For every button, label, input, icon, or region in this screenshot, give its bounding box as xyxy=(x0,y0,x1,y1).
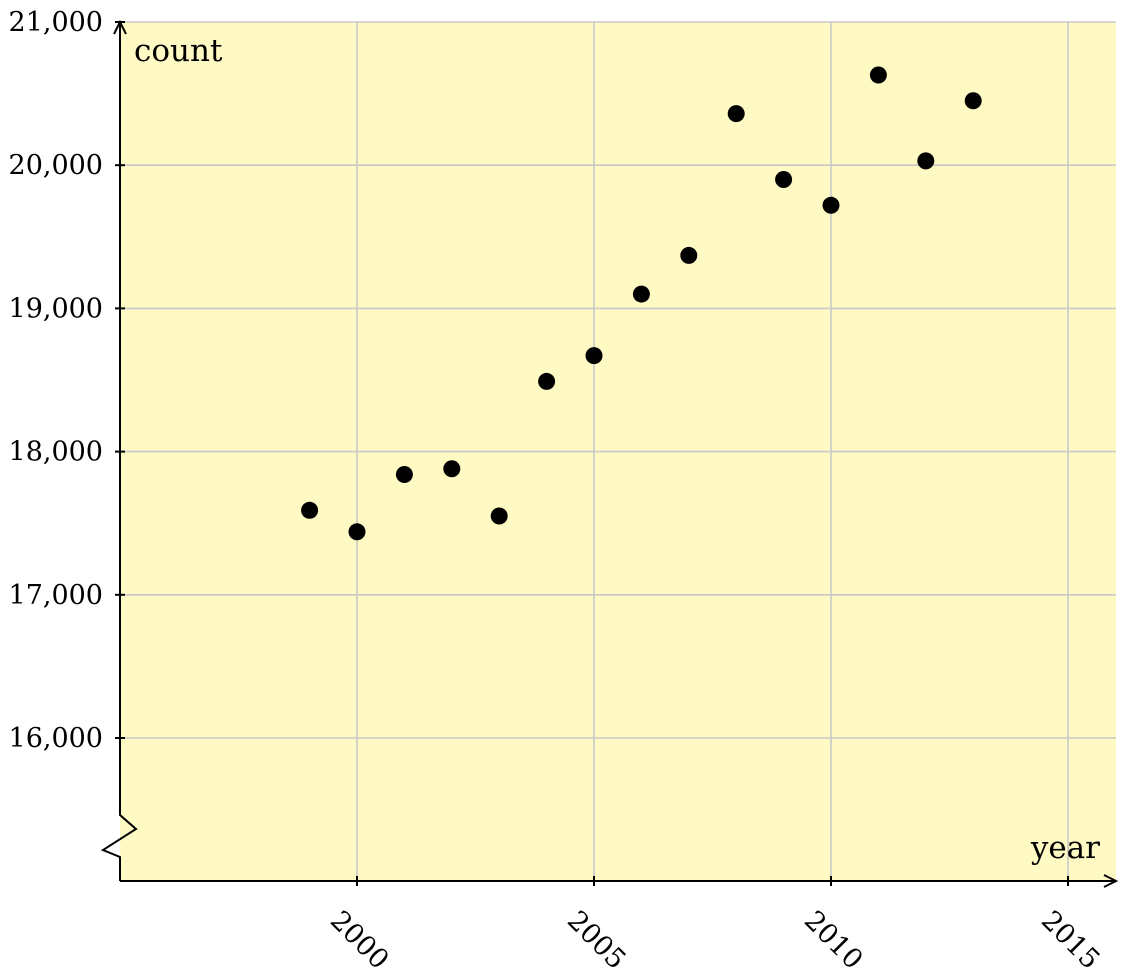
data-point xyxy=(775,171,793,189)
x-tick-label: 2010 xyxy=(798,905,869,976)
data-point xyxy=(348,523,366,541)
y-tick-label: 17,000 xyxy=(9,580,103,611)
x-tick-label: 2005 xyxy=(561,905,632,976)
y-tick-label: 16,000 xyxy=(9,723,103,754)
data-point xyxy=(917,152,935,170)
data-point xyxy=(632,285,650,303)
y-tick-label: 21,000 xyxy=(9,7,103,38)
data-point xyxy=(869,66,887,84)
data-point xyxy=(538,372,556,390)
x-tick-label: 2000 xyxy=(324,905,395,976)
data-points xyxy=(301,66,982,541)
grid xyxy=(120,21,1116,881)
x-tick-label: 2015 xyxy=(1035,905,1106,976)
data-point xyxy=(964,92,982,110)
x-axis-arrow xyxy=(1103,874,1119,888)
data-point xyxy=(443,460,461,478)
axes xyxy=(100,19,1119,888)
y-tick-label: 19,000 xyxy=(9,293,103,324)
y-axis-title: count xyxy=(134,33,223,69)
y-axis-line xyxy=(100,24,138,881)
data-point xyxy=(490,507,508,525)
data-point xyxy=(822,196,840,214)
data-point xyxy=(585,347,603,365)
y-tick-label: 20,000 xyxy=(9,150,103,181)
y-tick-label: 18,000 xyxy=(9,437,103,468)
data-point xyxy=(680,246,698,264)
data-point xyxy=(301,501,319,519)
data-point xyxy=(395,466,413,484)
data-point xyxy=(727,105,745,123)
x-axis-title: year xyxy=(1030,830,1100,866)
